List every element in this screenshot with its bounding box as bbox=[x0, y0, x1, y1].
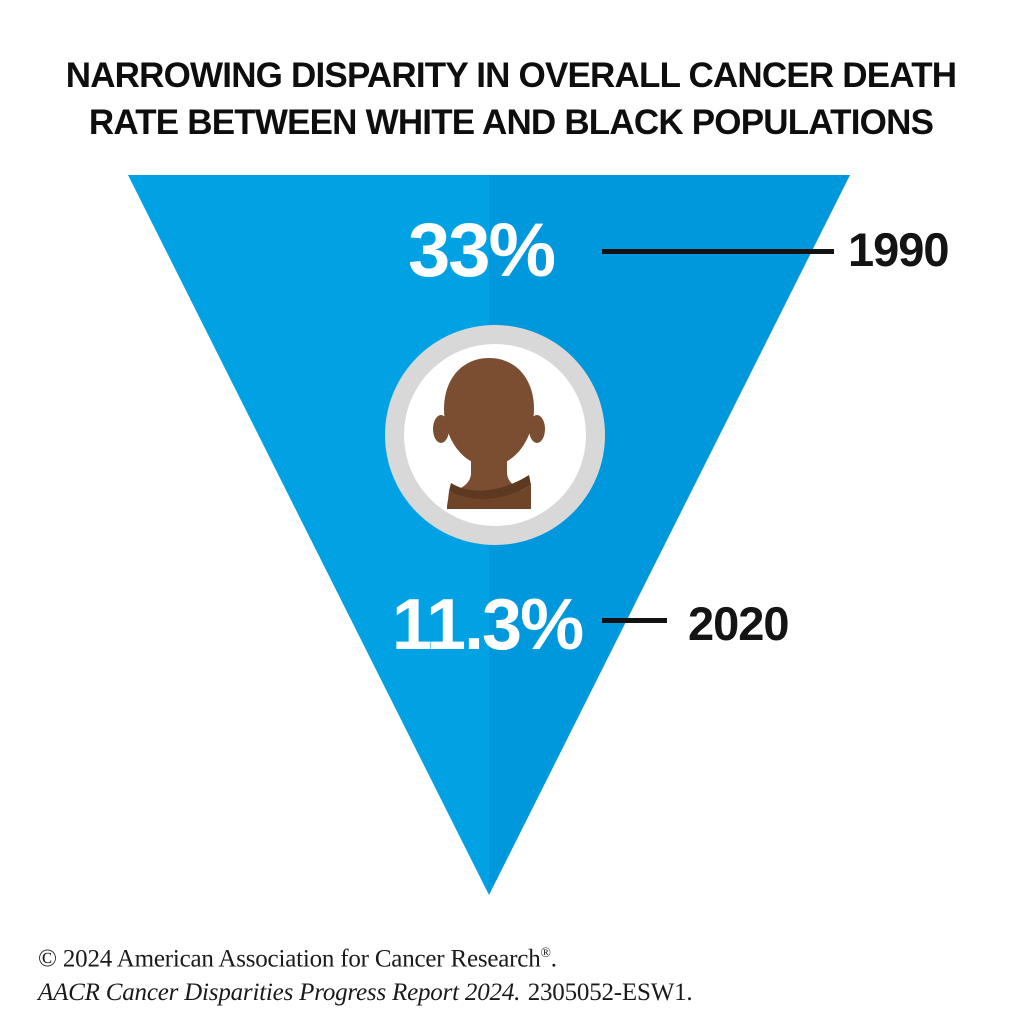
page-title: NARROWING DISPARITY IN OVERALL CANCER DE… bbox=[0, 52, 1022, 146]
year-label-2020: 2020 bbox=[688, 597, 790, 650]
copyright-text: © 2024 American Association for Cancer R… bbox=[38, 945, 541, 973]
copyright-period: . bbox=[550, 945, 557, 973]
silhouette-head-group bbox=[433, 358, 545, 466]
silhouette-collar-shadow bbox=[449, 475, 531, 500]
silhouette-head bbox=[444, 358, 534, 466]
leader-line-1990 bbox=[602, 249, 834, 254]
report-code-text: 2305052-ESW1. bbox=[527, 979, 693, 1007]
funnel-left-half bbox=[128, 175, 489, 895]
silhouette-ear-right bbox=[529, 415, 545, 443]
value-label-2020: 11.3% bbox=[391, 585, 584, 665]
attribution-footer: © 2024 American Association for Cancer R… bbox=[38, 936, 693, 1010]
report-reference-line: AACR Cancer Disparities Progress Report … bbox=[38, 976, 693, 1010]
funnel-right-half bbox=[489, 175, 850, 895]
silhouette-ear-left bbox=[433, 415, 449, 443]
person-avatar-graphic bbox=[385, 325, 605, 545]
copyright-line: © 2024 American Association for Cancer R… bbox=[38, 936, 692, 976]
person-avatar bbox=[385, 325, 605, 545]
year-label-1990: 1990 bbox=[848, 223, 950, 276]
funnel-triangle bbox=[128, 175, 850, 895]
title-line-2: RATE BETWEEN WHITE AND BLACK POPULATIONS bbox=[88, 103, 934, 143]
silhouette-shoulders bbox=[447, 485, 531, 509]
leader-line-2020 bbox=[602, 618, 667, 623]
report-title-text: AACR Cancer Disparities Progress Report … bbox=[38, 979, 521, 1007]
person-silhouette-icon bbox=[433, 358, 545, 509]
title-line-1: NARROWING DISPARITY IN OVERALL CANCER DE… bbox=[65, 56, 957, 96]
value-label-1990: 33% bbox=[407, 208, 556, 293]
registered-trademark-mark: ® bbox=[540, 945, 551, 960]
